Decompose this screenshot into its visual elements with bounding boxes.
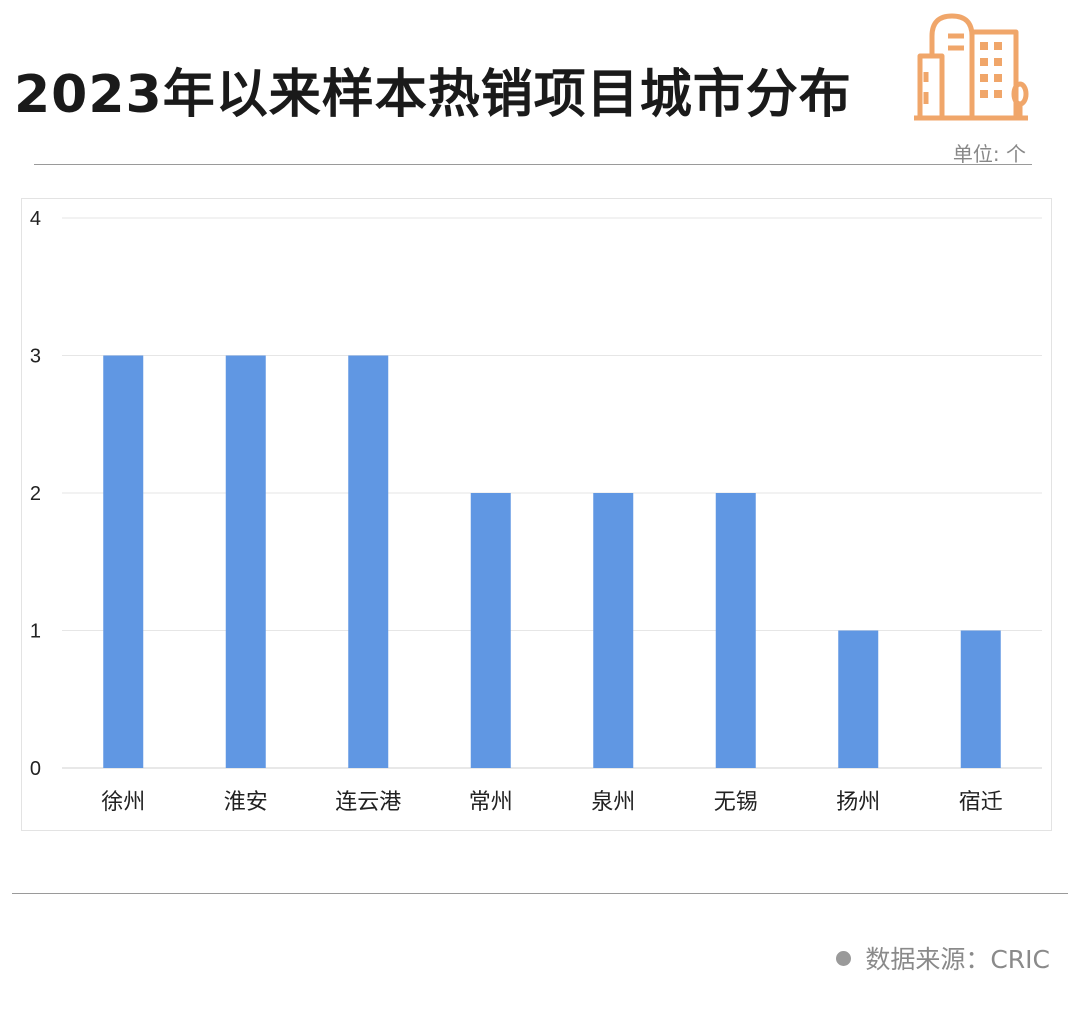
y-tick-label: 1 — [30, 621, 41, 643]
bar-泉州 — [593, 493, 634, 768]
bar-淮安 — [225, 355, 266, 768]
chart-title: 2023年以来样本热销项目城市分布 — [14, 65, 852, 125]
header-divider — [34, 164, 1032, 165]
bar-chart: 0 1 2 3 4 徐州 淮安 连云港 常州 泉州 无锡 扬州 宿迁 — [30, 208, 1042, 815]
y-tick-label: 4 — [30, 208, 41, 230]
dot-icon — [836, 950, 852, 966]
unit-label: 单位: 个 — [952, 142, 1026, 166]
bar-连云港 — [348, 355, 389, 768]
x-category-label: 扬州 — [836, 790, 880, 815]
bar-宿迁 — [960, 630, 1001, 768]
x-category-label: 宿迁 — [959, 790, 1003, 815]
bar-扬州 — [838, 630, 879, 768]
x-category-label: 连云港 — [335, 790, 401, 815]
building-icon — [914, 13, 1029, 121]
bar-徐州 — [103, 355, 144, 768]
x-category-label: 徐州 — [101, 790, 145, 815]
y-tick-label: 3 — [30, 346, 41, 368]
x-category-label: 泉州 — [591, 790, 635, 815]
x-category-label: 无锡 — [714, 790, 758, 815]
y-tick-label: 0 — [30, 758, 41, 780]
source-note: 数据来源：CRIC — [836, 940, 1050, 976]
y-tick-label: 2 — [30, 483, 41, 505]
x-category-label: 常州 — [469, 790, 513, 815]
footer-divider — [12, 893, 1068, 894]
x-category-label: 淮安 — [224, 790, 268, 815]
chart-frame — [21, 198, 1052, 831]
source-label: 数据来源：CRIC — [865, 945, 1050, 974]
bar-常州 — [470, 493, 511, 768]
bar-无锡 — [715, 493, 756, 768]
